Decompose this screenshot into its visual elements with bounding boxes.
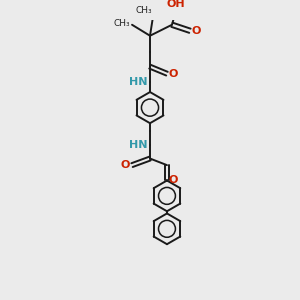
Text: CH₃: CH₃	[113, 19, 130, 28]
Text: HN: HN	[129, 77, 148, 87]
Text: O: O	[169, 69, 178, 79]
Text: CH₃: CH₃	[135, 6, 152, 15]
Text: O: O	[121, 160, 130, 170]
Text: OH: OH	[167, 0, 185, 9]
Text: O: O	[192, 26, 201, 36]
Text: O: O	[169, 175, 178, 185]
Text: HN: HN	[129, 140, 148, 150]
